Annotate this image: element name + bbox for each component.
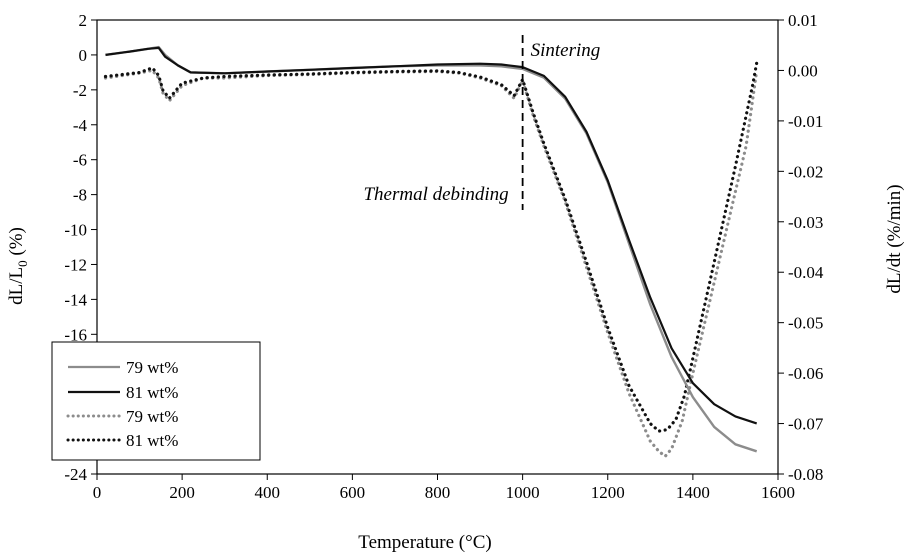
y-right-tick-label: -0.07 — [788, 415, 824, 434]
y-left-tick-label: -16 — [64, 325, 87, 344]
y-right-tick-label: -0.01 — [788, 112, 823, 131]
x-tick-label: 200 — [169, 483, 195, 502]
x-tick-label: 0 — [93, 483, 102, 502]
x-tick-label: 1400 — [676, 483, 710, 502]
annotation-sintering: Sintering — [531, 40, 601, 61]
y-left-tick-label: -24 — [64, 465, 87, 484]
y-left-tick-label: -14 — [64, 290, 87, 309]
legend-label-81-solid: 81 wt% — [126, 383, 178, 402]
legend-label-79-solid: 79 wt% — [126, 358, 178, 377]
x-axis-title: Temperature (°C) — [358, 532, 491, 553]
y-right-tick-label: -0.08 — [788, 465, 823, 484]
y-left-tick-label: -12 — [64, 255, 87, 274]
series-curves — [103, 45, 759, 458]
y-left-tick-label: -10 — [64, 221, 87, 240]
y-left-axis-title: dL/L0 (%) — [6, 227, 30, 305]
y-left-axis-title-subscript: 0 — [15, 260, 30, 267]
y-right-tick-label: -0.03 — [788, 213, 823, 232]
series-line-2 — [103, 68, 759, 458]
x-tick-label: 1600 — [761, 483, 795, 502]
y-right-axis-ticks: 0.01 0.00 -0.01 -0.02 -0.03 -0.04 -0.05 -0.06 -0… — [778, 11, 824, 484]
x-axis-ticks: 0 200 400 600 800 1000 1200 1400 1600 — [93, 474, 795, 502]
legend: 79 wt% 81 wt% 79 wt% 81 wt% — [51, 341, 261, 461]
y-right-tick-label: -0.02 — [788, 162, 823, 181]
y-left-tick-label: -2 — [73, 81, 87, 100]
y-right-tick-label: -0.05 — [788, 314, 823, 333]
x-tick-label: 1000 — [506, 483, 540, 502]
legend-label-79-dotted: 79 wt% — [126, 407, 178, 426]
x-tick-label: 1200 — [591, 483, 625, 502]
y-right-tick-label: -0.04 — [788, 263, 824, 282]
y-right-tick-label: -0.06 — [788, 364, 823, 383]
y-right-tick-label: 0.01 — [788, 11, 818, 30]
y-left-tick-label: -6 — [73, 151, 87, 170]
y-left-tick-label: -4 — [73, 116, 88, 135]
x-tick-label: 800 — [425, 483, 451, 502]
x-tick-label: 600 — [340, 483, 366, 502]
legend-label-81-dotted: 81 wt% — [126, 431, 178, 450]
series-line-3 — [103, 61, 759, 433]
annotation-thermal-debinding: Thermal debinding — [363, 184, 508, 205]
y-left-tick-label: -8 — [73, 186, 87, 205]
y-left-tick-label: 0 — [79, 46, 88, 65]
series-line-1 — [105, 46, 758, 425]
y-right-tick-label: 0.00 — [788, 61, 818, 80]
y-right-axis-title: dL/dt (%/min) — [884, 184, 905, 293]
legend-box — [51, 341, 261, 461]
x-tick-label: 400 — [255, 483, 281, 502]
y-left-tick-label: 2 — [79, 11, 88, 30]
